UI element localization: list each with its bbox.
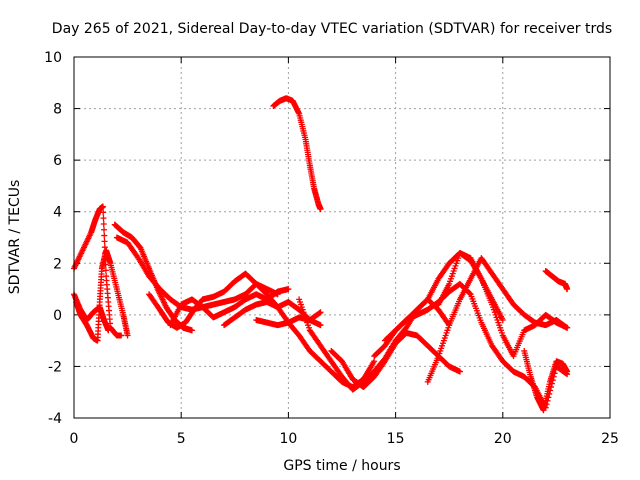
x-tick-label: 0 (70, 431, 79, 447)
series-arc-9 (253, 314, 324, 329)
series-arc-5 (113, 234, 324, 324)
y-tick-label: 0 (53, 308, 62, 324)
data-point (466, 290, 473, 297)
data-point (100, 220, 107, 227)
y-axis-label: SDTVAR / TECUs (7, 180, 23, 295)
data-point (371, 358, 378, 365)
data-point (564, 324, 571, 331)
x-tick-label: 10 (279, 431, 297, 447)
tick-labels: 0 5 10 15 20 25 -4 -2 0 2 4 6 8 10 (44, 50, 619, 447)
data-point (99, 203, 106, 210)
series-arc-12 (328, 329, 463, 391)
data-point (188, 327, 195, 334)
x-axis-label: GPS time / hours (283, 458, 400, 474)
data-point (102, 267, 109, 274)
y-tick-label: 6 (53, 153, 62, 169)
data-point (317, 309, 324, 316)
chart-title: Day 265 of 2021, Sidereal Day-to-day VTE… (52, 21, 612, 37)
y-tick-label: 10 (44, 50, 62, 66)
data-point (564, 286, 571, 293)
series-arc-16 (435, 249, 571, 360)
data-point (100, 209, 107, 216)
series-arc-17 (521, 347, 571, 414)
y-tick-label: 8 (53, 102, 62, 118)
data-point (101, 232, 108, 239)
series-arc-18 (542, 268, 571, 293)
data-point (101, 238, 108, 245)
series-arc-3 (71, 291, 112, 334)
y-tick-label: -2 (48, 359, 62, 375)
x-tick-label: 25 (601, 431, 619, 447)
series-arc-1 (71, 203, 125, 339)
data-point (100, 215, 107, 222)
data-point (124, 332, 131, 339)
data-point (285, 286, 292, 293)
series-arc-10 (270, 95, 324, 213)
y-tick-label: 4 (53, 205, 62, 221)
x-tick-label: 20 (494, 431, 512, 447)
data-point (317, 206, 324, 213)
data-point (317, 322, 324, 329)
data-point (101, 226, 108, 233)
plot-frame (73, 56, 611, 419)
series-arc-2 (73, 247, 131, 344)
y-tick-label: -4 (48, 411, 62, 427)
x-tick-label: 15 (387, 431, 405, 447)
data-point (105, 327, 112, 334)
data-point (456, 368, 463, 375)
data-point (101, 244, 108, 251)
series-arc-7 (167, 286, 292, 329)
y-tick-label: 2 (53, 256, 62, 272)
grid-lines (74, 57, 610, 418)
series-arc-14 (381, 280, 571, 411)
x-tick-label: 5 (177, 431, 186, 447)
data-point (564, 368, 571, 375)
data-series (71, 95, 571, 414)
data-point (499, 317, 506, 324)
data-point (118, 332, 125, 339)
